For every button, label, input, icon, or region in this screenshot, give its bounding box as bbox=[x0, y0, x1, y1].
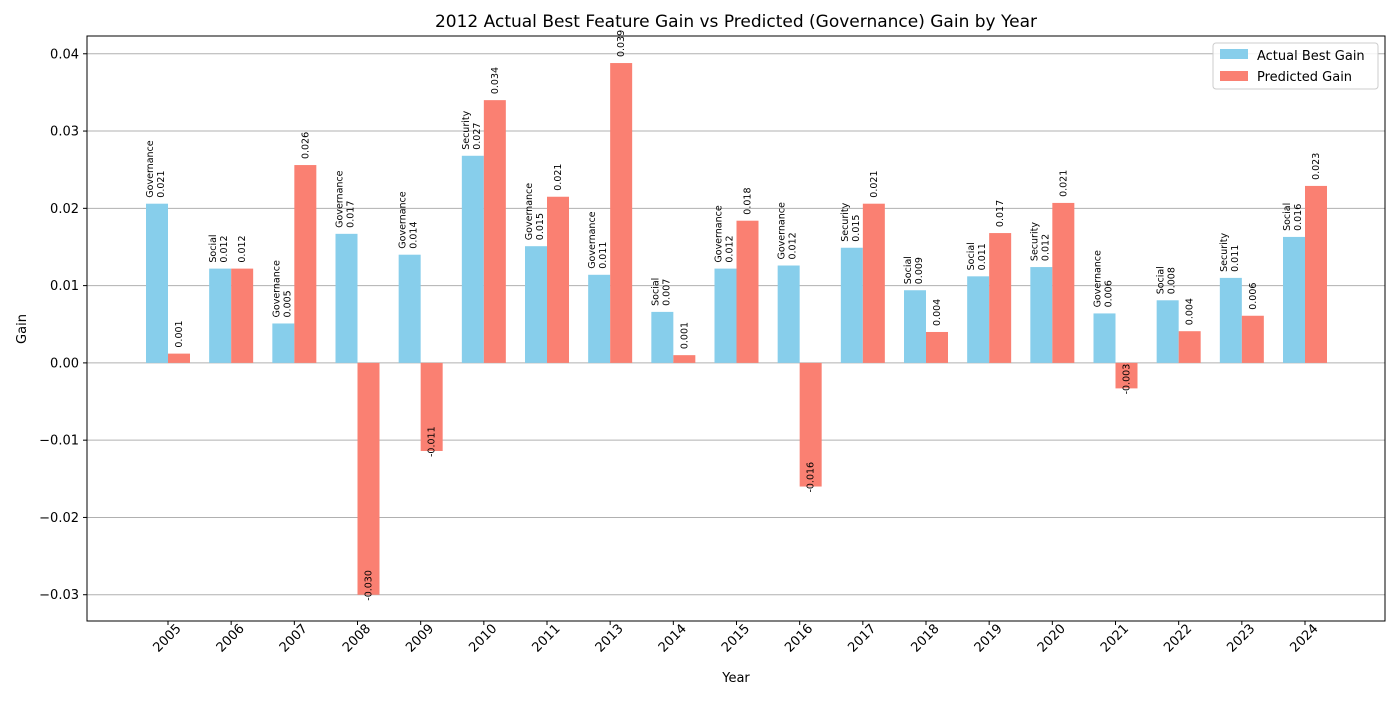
bar-actual bbox=[1156, 300, 1179, 363]
bar-actual bbox=[525, 246, 547, 363]
bar-predicted bbox=[1305, 185, 1327, 363]
y-axis-title: Gain bbox=[15, 314, 30, 344]
bar-actual-label: Social0.009 bbox=[903, 256, 925, 284]
y-tick-label: −0.02 bbox=[39, 511, 79, 526]
bar-actual bbox=[651, 311, 674, 363]
bar-predicted-label: 0.026 bbox=[300, 132, 311, 159]
bar-predicted-label: 0.021 bbox=[1058, 170, 1069, 197]
bar-actual bbox=[209, 268, 232, 363]
bar-predicted-label: -0.011 bbox=[427, 426, 438, 457]
bar-actual bbox=[1093, 313, 1116, 363]
bar-predicted bbox=[547, 196, 569, 363]
bar-predicted bbox=[357, 362, 380, 595]
bar-actual-label: Social0.008 bbox=[1156, 266, 1178, 294]
bar-predicted bbox=[483, 100, 506, 363]
bar-predicted-label: -0.016 bbox=[806, 462, 817, 493]
bar-predicted bbox=[1052, 202, 1075, 363]
bar-predicted-label: 0.012 bbox=[237, 235, 248, 262]
bar-actual-label: Social0.012 bbox=[208, 234, 230, 262]
bar-actual-label: Security0.027 bbox=[461, 110, 483, 149]
bar-predicted bbox=[420, 362, 443, 451]
bar-actual bbox=[714, 268, 737, 363]
bar-actual-label: Governance0.014 bbox=[398, 191, 420, 248]
bar-actual-label: Governance0.005 bbox=[271, 260, 293, 317]
bar-predicted-label: 0.006 bbox=[1248, 283, 1259, 310]
x-axis-title: Year bbox=[721, 671, 750, 686]
y-tick-label: 0.03 bbox=[50, 125, 79, 140]
bar-actual bbox=[777, 265, 800, 363]
legend-frame bbox=[1212, 42, 1379, 90]
y-tick-label: −0.03 bbox=[39, 588, 79, 603]
y-tick-label: 0.00 bbox=[50, 356, 79, 371]
bar-predicted-label: 0.039 bbox=[616, 30, 627, 57]
y-tick-label: 0.04 bbox=[50, 47, 79, 62]
bar-actual-label: Governance0.012 bbox=[714, 205, 736, 262]
bar-actual bbox=[588, 274, 611, 363]
bar-predicted bbox=[1115, 362, 1138, 389]
bar-predicted bbox=[989, 233, 1012, 363]
bar-actual-label: Governance0.006 bbox=[1093, 250, 1115, 307]
bar-predicted bbox=[610, 63, 633, 363]
chart-title: 2012 Actual Best Feature Gain vs Predict… bbox=[435, 12, 1037, 32]
bar-predicted-label: 0.004 bbox=[932, 299, 943, 326]
bar-actual bbox=[272, 323, 295, 363]
bar-actual bbox=[1283, 236, 1305, 363]
y-tick-label: 0.02 bbox=[50, 202, 79, 217]
bar-actual bbox=[335, 233, 358, 363]
bar-actual bbox=[904, 290, 926, 363]
bar-actual-label: Governance0.017 bbox=[335, 170, 357, 227]
bar-actual-label: Social0.011 bbox=[966, 242, 988, 270]
bar-predicted-label: 0.021 bbox=[869, 170, 880, 197]
bar-actual-label: Governance0.021 bbox=[145, 140, 167, 197]
bar-actual-label: Social0.007 bbox=[650, 278, 672, 306]
bar-predicted bbox=[736, 220, 759, 363]
bar-predicted-label: -0.030 bbox=[364, 570, 375, 601]
y-tick-label: −0.01 bbox=[39, 434, 79, 449]
bar-actual-label: Security0.011 bbox=[1219, 232, 1241, 271]
bar-predicted bbox=[862, 203, 885, 363]
bar-predicted-label: -0.003 bbox=[1122, 364, 1133, 395]
bar-actual-label: Social0.016 bbox=[1282, 203, 1304, 231]
bar-actual-label: Governance0.015 bbox=[524, 183, 546, 240]
bar-predicted-label: 0.023 bbox=[1311, 153, 1322, 180]
bar-actual bbox=[840, 247, 863, 363]
bar-predicted-label: 0.034 bbox=[490, 67, 501, 94]
bar-predicted bbox=[168, 353, 190, 363]
y-tick-label: 0.01 bbox=[50, 279, 79, 294]
bar-actual-label: Security0.012 bbox=[1029, 222, 1051, 261]
bar-predicted-label: 0.001 bbox=[174, 320, 185, 347]
bar-predicted bbox=[799, 362, 822, 487]
bar-predicted bbox=[294, 165, 317, 363]
bar-actual-label: Security0.015 bbox=[840, 202, 862, 241]
bar-predicted-label: 0.001 bbox=[679, 322, 690, 349]
legend-label-actual: Actual Best Gain bbox=[1257, 49, 1365, 64]
bar-predicted bbox=[1241, 315, 1264, 363]
bar-predicted bbox=[926, 331, 948, 363]
bar-predicted-label: 0.021 bbox=[553, 164, 564, 191]
legend-label-predicted: Predicted Gain bbox=[1257, 70, 1352, 85]
bar-predicted-label: 0.017 bbox=[995, 200, 1006, 227]
bar-actual bbox=[1030, 267, 1053, 363]
bar-predicted-label: 0.004 bbox=[1185, 298, 1196, 325]
bar-predicted bbox=[1178, 331, 1201, 363]
legend-swatch-actual bbox=[1220, 49, 1248, 59]
bar-actual-label: Governance0.012 bbox=[777, 202, 799, 259]
bar-predicted-label: 0.018 bbox=[743, 187, 754, 214]
bar-predicted bbox=[231, 268, 254, 363]
bar-actual-label: Governance0.011 bbox=[587, 211, 609, 268]
bar-actual bbox=[967, 276, 990, 363]
bar-actual bbox=[1219, 277, 1242, 363]
legend-swatch-predicted bbox=[1220, 71, 1248, 81]
legend: Actual Best Gain Predicted Gain bbox=[1212, 42, 1379, 90]
bar-actual bbox=[461, 155, 484, 363]
bar-actual bbox=[146, 203, 168, 363]
bar-predicted bbox=[673, 355, 696, 363]
bar-actual bbox=[398, 254, 421, 363]
